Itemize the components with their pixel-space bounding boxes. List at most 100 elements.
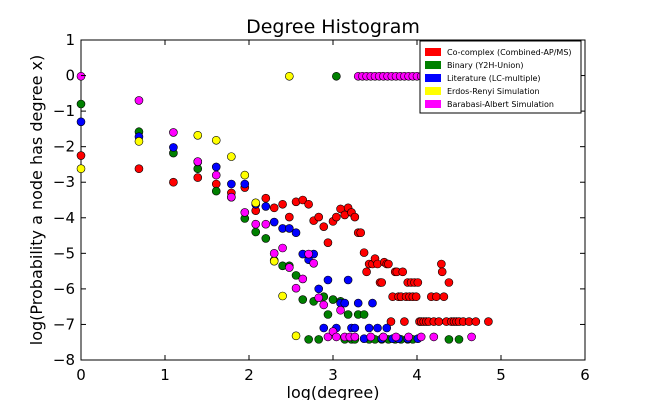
data-point: [285, 224, 294, 233]
data-point: [285, 212, 294, 222]
legend-swatch: [425, 100, 441, 108]
data-point: [368, 298, 377, 308]
legend-entry-label: Binary (Y2H-Union): [447, 61, 523, 70]
data-point: [269, 217, 279, 227]
data-point: [362, 267, 371, 277]
data-point: [411, 292, 421, 302]
data-point: [353, 298, 363, 308]
data-point: [398, 267, 408, 277]
x-axis-label: log(degree): [287, 383, 380, 400]
data-point: [332, 332, 341, 342]
legend-entry-label: Barabasi-Albert Simulation: [447, 100, 554, 109]
legend: Co-complex (Combined-AP/MS) Binary (Y2H-U…: [419, 40, 582, 114]
x-tick-label: 4: [412, 366, 422, 384]
data-point: [285, 263, 294, 272]
data-point: [269, 256, 279, 266]
legend-entry-label: Literature (LC-multiple): [447, 74, 541, 83]
data-point: [291, 283, 301, 293]
data-point: [291, 271, 301, 280]
data-point: [304, 199, 313, 209]
data-point: [134, 137, 144, 146]
y-tick-label: −8: [53, 351, 75, 369]
data-point: [382, 323, 392, 333]
data-point: [356, 228, 366, 238]
data-point: [434, 317, 444, 326]
data-point: [278, 199, 287, 209]
legend-swatch: [425, 74, 441, 82]
data-point: [227, 192, 236, 202]
data-point: [193, 173, 203, 182]
data-point: [343, 310, 353, 319]
legend-swatch: [425, 87, 441, 95]
data-point: [304, 249, 313, 259]
data-point: [340, 298, 350, 308]
y-tick-label: 1: [65, 31, 75, 49]
legend-box: [419, 40, 582, 114]
x-tick-label: 6: [580, 366, 590, 384]
data-point: [379, 332, 388, 342]
legend-entry-label: Co-complex (Combined-AP/MS): [447, 48, 572, 57]
data-point: [298, 195, 308, 205]
data-point: [429, 332, 439, 342]
data-point: [373, 323, 382, 333]
data-point: [332, 212, 341, 222]
data-point: [332, 71, 341, 81]
data-point: [169, 177, 178, 187]
data-point: [314, 284, 324, 294]
data-point: [240, 179, 250, 189]
data-point: [134, 96, 144, 105]
legend-entry-label: Erdos-Renyi Simulation: [447, 87, 540, 96]
data-point: [269, 249, 279, 258]
data-point: [76, 71, 86, 81]
data-point: [76, 117, 86, 127]
data-point: [211, 162, 221, 172]
data-point: [336, 305, 345, 315]
data-point: [76, 99, 86, 109]
data-point: [211, 170, 221, 180]
data-point: [298, 295, 308, 304]
axis-ticks-layer: 0 1 2 3 4 5 6 1 0 −1 −2 −3 −4 −5 −6 −7 −8: [53, 31, 590, 384]
data-point: [261, 202, 271, 211]
series-3: [76, 71, 301, 341]
data-point: [211, 135, 221, 145]
data-point: [444, 278, 454, 287]
data-point: [261, 193, 271, 203]
series-2: [76, 117, 423, 343]
data-point: [269, 203, 279, 213]
data-point: [169, 128, 178, 137]
data-point: [416, 332, 426, 342]
y-tick-label: −7: [53, 315, 75, 333]
data-point: [193, 130, 203, 140]
data-point: [391, 332, 401, 342]
data-point: [193, 157, 203, 166]
chart-title: Degree Histogram: [246, 16, 420, 38]
y-axis-label: log(Probability a node has degree x): [27, 55, 46, 345]
legend-swatch: [425, 61, 441, 69]
data-point: [304, 335, 313, 344]
data-point: [278, 243, 287, 253]
data-point: [169, 143, 178, 152]
y-tick-label: −6: [53, 280, 75, 298]
data-point: [400, 317, 409, 326]
data-point: [291, 228, 301, 238]
data-point: [134, 164, 144, 174]
data-point: [439, 292, 449, 302]
x-tick-label: 0: [76, 366, 86, 384]
data-point: [350, 323, 360, 333]
data-point: [364, 323, 374, 333]
data-point: [386, 317, 396, 326]
data-point: [291, 331, 301, 341]
data-point: [251, 227, 261, 237]
y-tick-label: −3: [53, 173, 75, 191]
data-point: [454, 335, 464, 344]
data-point: [261, 234, 271, 243]
x-tick-label: 2: [244, 366, 254, 384]
data-point: [278, 291, 287, 301]
y-tick-label: −2: [53, 138, 75, 156]
data-point: [76, 164, 86, 174]
data-point: [319, 300, 329, 310]
data-point: [251, 198, 261, 208]
y-tick-label: −1: [53, 102, 75, 120]
data-point: [240, 208, 250, 217]
